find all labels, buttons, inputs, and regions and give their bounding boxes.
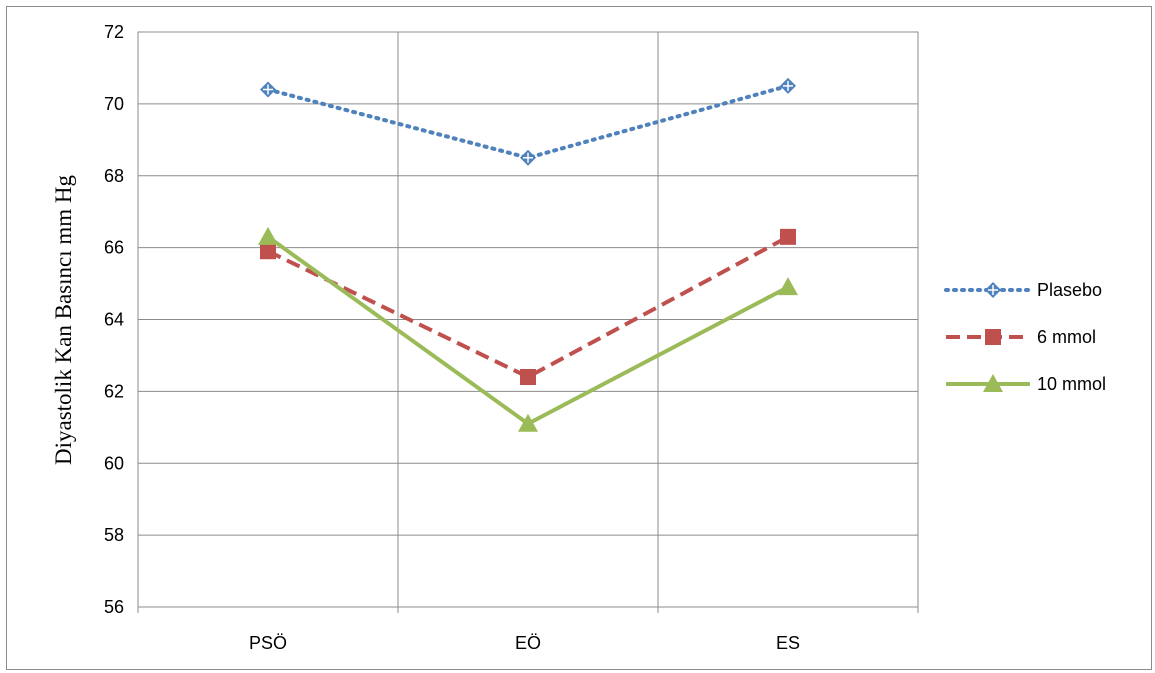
x-tick-label: PSÖ xyxy=(249,633,287,653)
legend-label: 6 mmol xyxy=(1037,327,1096,347)
y-tick-label: 56 xyxy=(104,597,124,617)
series-marker xyxy=(983,374,1003,392)
series-marker xyxy=(258,226,278,245)
y-tick-label: 58 xyxy=(104,525,124,545)
legend-label: 10 mmol xyxy=(1037,374,1106,394)
y-tick-label: 68 xyxy=(104,166,124,186)
series-line xyxy=(267,235,789,379)
chart-frame xyxy=(6,6,1152,670)
x-tick-label: ES xyxy=(776,633,800,653)
series-marker xyxy=(778,277,798,296)
plot-area-border xyxy=(137,31,919,608)
y-tick-label: 60 xyxy=(104,453,124,473)
legend-label: Plasebo xyxy=(1037,280,1102,300)
y-axis-tick-labels: 56 58 60 62 64 66 68 70 72 xyxy=(104,22,124,617)
y-tick-label: 62 xyxy=(104,381,124,401)
x-tick-label: EÖ xyxy=(515,633,541,653)
y-tick-label: 66 xyxy=(104,238,124,258)
x-axis-tick-labels: PSÖ EÖ ES xyxy=(249,633,800,653)
y-tick-label: 70 xyxy=(104,94,124,114)
series-marker xyxy=(520,369,536,385)
series-marker xyxy=(780,228,796,245)
y-tick-label: 64 xyxy=(104,310,124,330)
y-tick-label: 72 xyxy=(104,22,124,42)
y-axis-title: Diyastolik Kan Basıncı mm Hg xyxy=(51,174,76,465)
series-lines xyxy=(258,77,798,432)
legend: Plasebo 6 mmol 10 mmol xyxy=(944,280,1106,394)
gridlines xyxy=(137,32,919,613)
series-line xyxy=(266,235,789,426)
series-marker xyxy=(518,413,538,432)
series-marker xyxy=(985,329,1001,345)
series-line xyxy=(266,83,790,160)
series-marker xyxy=(260,243,276,260)
